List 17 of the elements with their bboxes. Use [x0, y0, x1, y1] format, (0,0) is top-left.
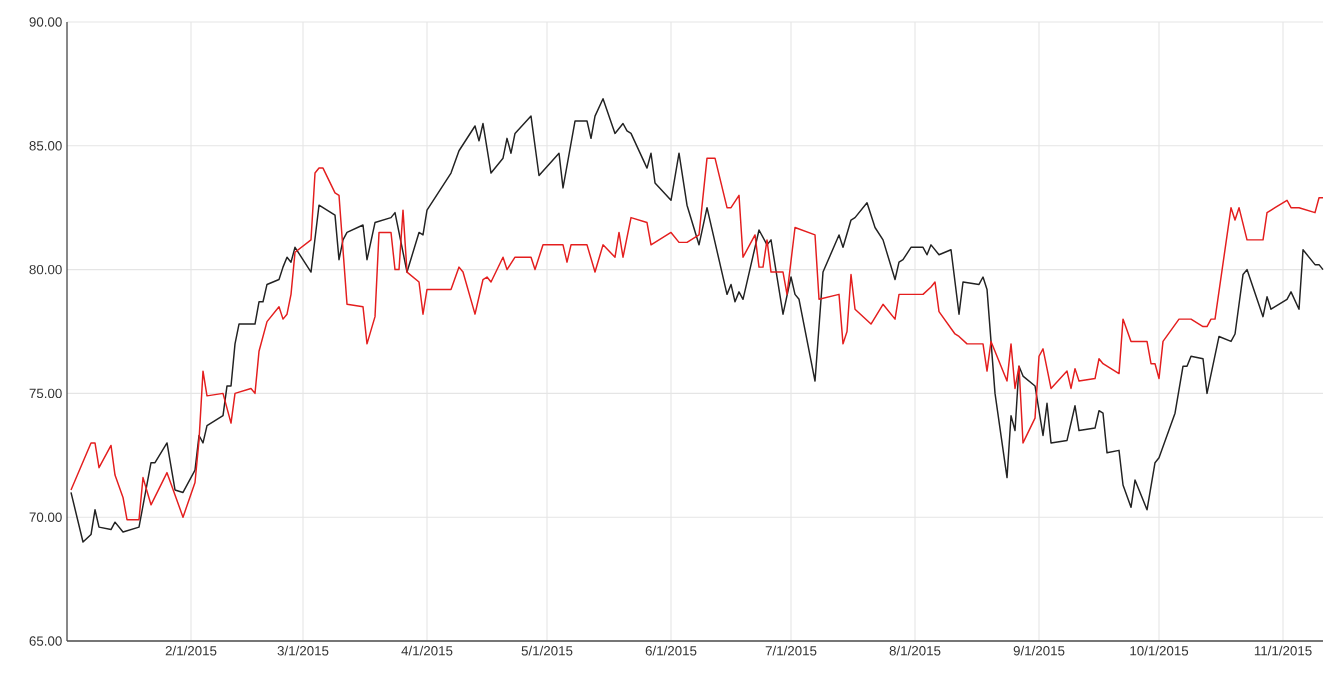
x-tick-label: 11/1/2015 [1254, 645, 1312, 656]
x-tick-label: 9/1/2015 [1013, 645, 1065, 656]
x-tick-label: 2/1/2015 [165, 645, 217, 656]
x-tick-label: 5/1/2015 [521, 645, 573, 656]
y-tick-label: 75.00 [29, 388, 62, 399]
y-tick-label: 70.00 [29, 512, 62, 522]
x-tick-label: 6/1/2015 [645, 645, 697, 656]
line-series [70, 98, 1324, 543]
x-tick-label: 3/1/2015 [277, 645, 329, 656]
x-tick-label: 7/1/2015 [765, 645, 817, 656]
x-tick-label: 10/1/2015 [1130, 645, 1189, 656]
y-tick-label: 90.00 [29, 17, 62, 27]
y-tick-label: 65.00 [29, 636, 62, 646]
x-tick-label: 4/1/2015 [401, 645, 453, 656]
y-tick-label: 80.00 [29, 264, 62, 275]
y-tick-label: 85.00 [29, 141, 62, 151]
x-tick-label: 8/1/2015 [889, 645, 941, 656]
